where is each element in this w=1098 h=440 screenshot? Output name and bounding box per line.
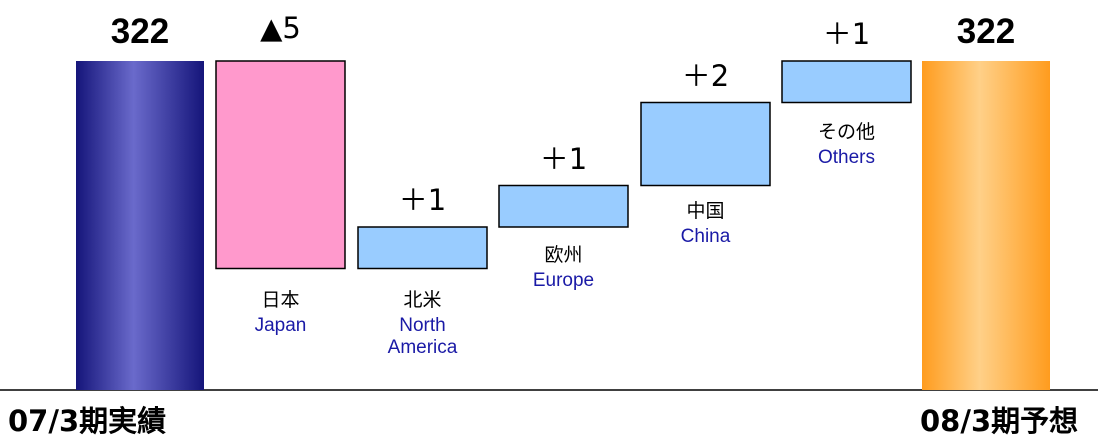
- step-change-label-2: ＋1: [539, 141, 588, 176]
- step-bar-3: [640, 101, 771, 187]
- step-change-label-4: ＋1: [822, 17, 871, 51]
- step-category-ja-0: 日本: [261, 289, 300, 311]
- step-bar-2: [498, 184, 629, 228]
- step-change-label-0: ▲5: [260, 11, 301, 45]
- step-category-ja-1: 北米: [403, 289, 442, 311]
- step-category-en-1: North America: [387, 315, 458, 358]
- end-value-label: 322: [956, 12, 1016, 51]
- start-period-label: 07/3期実績: [8, 404, 167, 438]
- end-total-bar: [922, 61, 1050, 390]
- step-bar-1: [357, 226, 488, 270]
- step-category-ja-4: その他: [817, 121, 875, 143]
- step-category-en-3: China: [680, 226, 731, 247]
- step-bar-0: [215, 60, 346, 270]
- step-category-ja-3: 中国: [686, 200, 725, 222]
- step-category-en-0: Japan: [254, 315, 307, 336]
- start-value-label: 322: [110, 12, 170, 51]
- step-category-en-4: Others: [817, 147, 876, 168]
- step-change-label-3: ＋2: [681, 58, 730, 93]
- step-change-label-1: ＋1: [398, 183, 447, 217]
- end-period-label: 08/3期予想: [920, 404, 1079, 438]
- step-category-ja-2: 欧州: [544, 244, 583, 266]
- step-bar-4: [781, 60, 912, 104]
- start-total-bar: [76, 61, 204, 390]
- step-category-en-2: Europe: [532, 270, 595, 291]
